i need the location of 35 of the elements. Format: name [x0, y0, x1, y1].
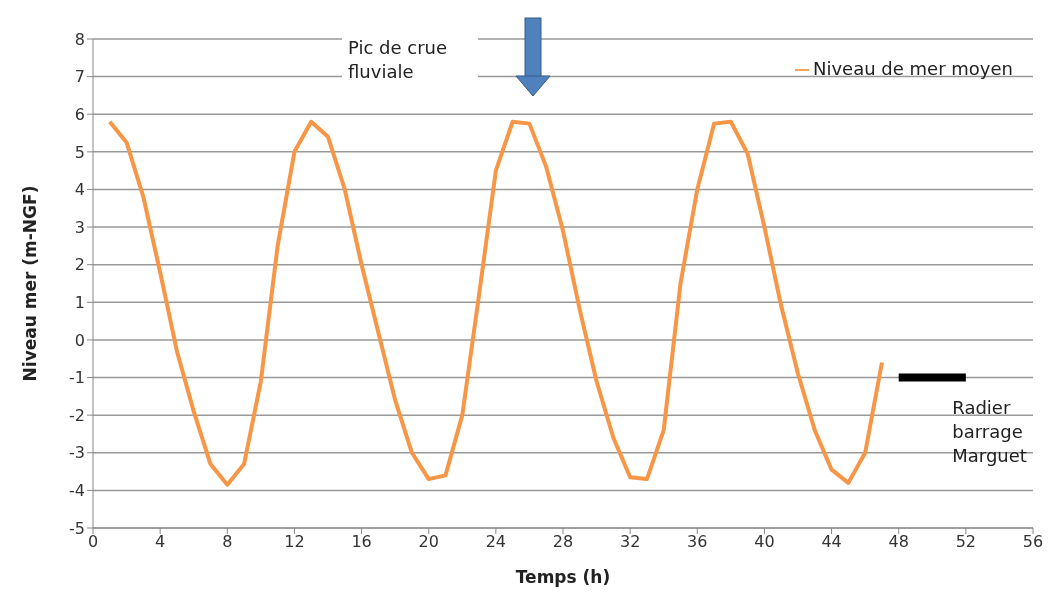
- y-tick-label: -2: [69, 405, 85, 425]
- y-tick-label: 4: [74, 180, 85, 200]
- line-series: [107, 119, 884, 487]
- legend-label: Niveau de mer moyen: [813, 58, 1013, 79]
- x-tick-label: 16: [351, 532, 372, 552]
- y-tick-label: 8: [74, 29, 85, 49]
- y-tick-label: 1: [74, 292, 85, 312]
- x-tick-label: 32: [619, 532, 641, 552]
- y-tick-label: -1: [69, 368, 85, 388]
- x-tick-label: 8: [222, 532, 233, 552]
- x-tick-label: 40: [754, 532, 775, 552]
- y-tick-label: 2: [74, 255, 85, 275]
- x-tick-label: 36: [687, 532, 708, 552]
- y-axis-title: Niveau mer (m-NGF): [20, 185, 41, 382]
- x-tick-label: 28: [552, 532, 574, 552]
- y-tick-label: -4: [69, 481, 85, 501]
- x-tick-label: 0: [87, 532, 99, 552]
- y-tick-label: 6: [74, 104, 85, 124]
- x-tick-label: 12: [284, 532, 305, 552]
- x-tick-label: 4: [155, 532, 166, 552]
- y-tick-label: -5: [69, 518, 85, 538]
- x-tick-label: 24: [485, 532, 507, 552]
- x-tick-label: 52: [955, 532, 977, 552]
- y-tick-label: 0: [74, 330, 85, 350]
- x-tick-label: 48: [888, 532, 909, 552]
- annotation: Pic de crue fluviale: [348, 37, 448, 82]
- annotation: Radier barrage Marguet: [952, 396, 1027, 466]
- x-tick-label: 20: [418, 532, 439, 552]
- y-tick-label: -3: [69, 443, 85, 463]
- y-tick-label: 5: [74, 142, 85, 162]
- y-tick-label: 3: [74, 217, 85, 237]
- y-tick-label: 7: [74, 67, 85, 87]
- x-axis-title: Temps (h): [515, 567, 611, 587]
- x-tick-label: 44: [821, 532, 842, 552]
- x-tick-label: 56: [1022, 532, 1044, 552]
